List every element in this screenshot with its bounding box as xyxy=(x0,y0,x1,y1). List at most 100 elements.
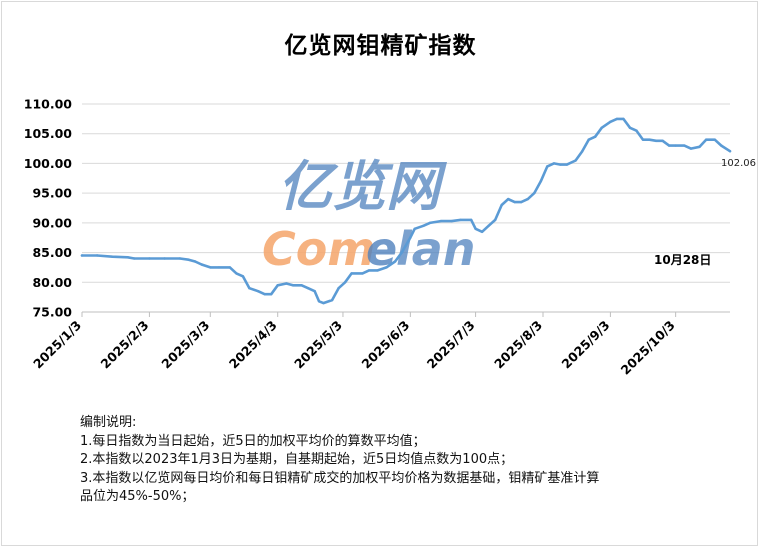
data-point xyxy=(728,150,732,153)
data-point xyxy=(263,293,266,296)
x-tick-label: 2025/1/3 xyxy=(30,318,84,372)
data-point xyxy=(217,266,221,269)
data-point xyxy=(487,224,490,227)
data-point xyxy=(480,230,484,233)
data-point xyxy=(163,257,166,260)
data-point xyxy=(178,257,182,260)
data-point xyxy=(698,145,701,148)
data-point xyxy=(674,144,677,147)
data-point xyxy=(628,126,632,129)
y-tick-label: 100.00 xyxy=(24,156,73,171)
data-point xyxy=(615,117,619,121)
y-tick-label: 80.00 xyxy=(32,275,72,290)
x-tick-label: 2025/4/3 xyxy=(226,318,280,372)
data-point xyxy=(306,287,310,290)
data-point xyxy=(450,219,453,223)
date-annotation: 10月28日 xyxy=(654,253,711,267)
data-point xyxy=(580,150,584,153)
data-point xyxy=(720,144,723,147)
x-axis-ticks: 2025/1/3 2025/2/3 2025/3/3 2025/4/3 2025/5/3… xyxy=(30,312,678,378)
data-point xyxy=(276,284,279,287)
data-point xyxy=(337,287,340,290)
compilation-notes: 编制说明: 1.每日指数为当日起始，近5日的加权平均价的算数平均值； 2.本指数… xyxy=(80,414,599,507)
data-point xyxy=(641,138,645,141)
notes-line-4: 品位为45%-50%； xyxy=(80,489,195,504)
data-point xyxy=(317,300,321,303)
x-tick-label: 2025/5/3 xyxy=(291,318,345,372)
y-axis-ticks: 75.00 80.00 85.00 90.00 95.00 100.00 105.00 110… xyxy=(24,97,73,320)
data-point xyxy=(241,275,245,278)
data-point xyxy=(367,269,371,272)
data-point xyxy=(513,200,516,204)
y-tick-label: 110.00 xyxy=(24,97,73,112)
data-point xyxy=(361,272,364,275)
data-point xyxy=(248,287,251,290)
data-point xyxy=(235,272,238,275)
data-point xyxy=(494,218,497,222)
data-point xyxy=(385,266,388,269)
data-point xyxy=(713,138,716,141)
data-point xyxy=(439,219,442,223)
data-point xyxy=(587,138,590,141)
data-point xyxy=(533,191,536,195)
data-point xyxy=(552,162,556,165)
data-point xyxy=(654,139,658,142)
data-point xyxy=(270,293,273,296)
data-point xyxy=(428,221,432,225)
x-tick-label: 2025/7/3 xyxy=(424,318,478,372)
data-point xyxy=(322,301,325,305)
data-point xyxy=(565,163,569,166)
watermark-cn-text: 亿览网 xyxy=(278,155,448,218)
x-tick-label: 2025/3/3 xyxy=(158,318,212,372)
data-point xyxy=(683,144,686,147)
data-point xyxy=(546,165,549,168)
data-point xyxy=(80,254,84,257)
data-point xyxy=(500,203,503,207)
data-point xyxy=(459,218,462,222)
data-point xyxy=(313,290,316,293)
y-tick-label: 90.00 xyxy=(32,215,72,230)
data-point xyxy=(622,117,625,121)
y-tick-label: 95.00 xyxy=(32,186,72,201)
watermark-e-mark: e xyxy=(366,222,397,276)
watermark-lan-text: lan xyxy=(396,222,476,276)
data-point xyxy=(376,269,379,272)
chart-title: 亿览网钼精矿指数 xyxy=(284,32,477,59)
data-point xyxy=(330,298,334,302)
data-point xyxy=(594,135,597,138)
data-point xyxy=(689,147,693,150)
y-tick-label: 75.00 xyxy=(32,305,72,320)
data-point xyxy=(539,180,542,183)
y-tick-label: 105.00 xyxy=(24,126,73,141)
data-point xyxy=(148,257,151,260)
notes-heading: 编制说明: xyxy=(80,415,137,430)
data-point xyxy=(526,197,529,201)
data-point xyxy=(187,258,190,261)
data-point xyxy=(648,138,651,141)
data-point xyxy=(300,284,303,287)
data-point xyxy=(470,218,473,222)
data-point xyxy=(609,120,612,124)
x-tick-label: 2025/2/3 xyxy=(98,318,152,372)
data-point xyxy=(96,254,99,257)
data-point xyxy=(228,266,232,269)
data-point xyxy=(559,163,562,166)
notes-line-2: 2.本指数以2023年1月3日为基期，自基期起始，近5日均值点数为100点； xyxy=(80,452,514,467)
data-point xyxy=(209,266,212,269)
data-point xyxy=(704,138,708,141)
data-point xyxy=(507,197,510,201)
data-point xyxy=(400,251,403,254)
data-point xyxy=(111,255,114,258)
y-tick-label: 85.00 xyxy=(32,245,72,260)
notes-line-1: 1.每日指数为当日起始，近5日的加权平均价的算数平均值； xyxy=(80,433,426,449)
notes-line-3: 3.本指数以亿览网每日均价和每日钼精矿成交的加权平均价格为数据基础，钼精矿基准计… xyxy=(80,470,600,486)
data-point xyxy=(520,200,523,204)
data-point xyxy=(133,257,136,260)
data-point xyxy=(661,139,664,142)
x-tick-label: 2025/9/3 xyxy=(559,318,613,372)
data-point xyxy=(422,224,425,227)
data-point xyxy=(413,227,416,230)
data-point xyxy=(256,290,260,293)
